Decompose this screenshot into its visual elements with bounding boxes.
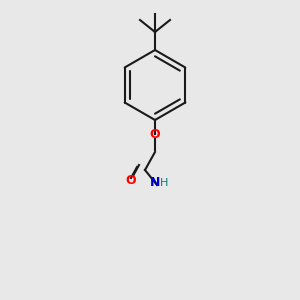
Text: N: N bbox=[150, 176, 160, 190]
Text: O: O bbox=[150, 128, 160, 140]
Text: O: O bbox=[126, 173, 136, 187]
Text: H: H bbox=[160, 178, 168, 188]
